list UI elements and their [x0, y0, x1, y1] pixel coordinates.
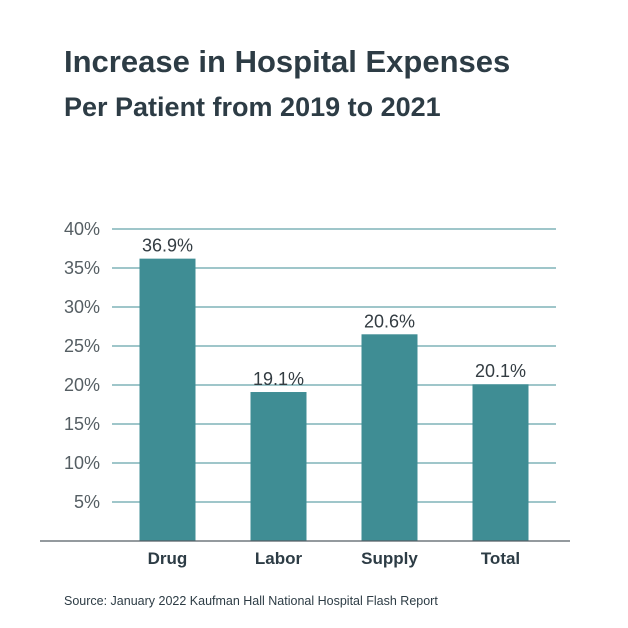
bar-total	[472, 384, 529, 541]
category-label-labor: Labor	[255, 549, 303, 568]
y-tick-label: 5%	[74, 492, 100, 512]
y-tick-label: 35%	[64, 258, 100, 278]
source-note: Source: January 2022 Kaufman Hall Nation…	[64, 594, 438, 608]
bar-drug	[139, 258, 196, 541]
bars	[139, 258, 529, 541]
category-label-drug: Drug	[148, 549, 188, 568]
chart-subtitle: Per Patient from 2019 to 2021	[64, 92, 441, 122]
chart-title: Increase in Hospital Expenses	[64, 44, 511, 79]
data-label-supply: 20.6%	[364, 311, 415, 331]
category-label-total: Total	[481, 549, 520, 568]
category-label-supply: Supply	[361, 549, 418, 568]
bar-labor	[250, 392, 307, 541]
y-tick-label: 40%	[64, 219, 100, 239]
y-tick-label: 10%	[64, 453, 100, 473]
y-tick-label: 25%	[64, 336, 100, 356]
bar-supply	[361, 334, 418, 541]
labels: 5% 10% 15% 20% 25% 30% 35% 40% 36.9% Drug 19.1% Lab…	[64, 219, 526, 568]
data-label-labor: 19.1%	[253, 369, 304, 389]
y-tick-label: 30%	[64, 297, 100, 317]
y-tick-label: 15%	[64, 414, 100, 434]
data-label-drug: 36.9%	[142, 236, 193, 256]
data-label-total: 20.1%	[475, 361, 526, 381]
y-tick-label: 20%	[64, 375, 100, 395]
